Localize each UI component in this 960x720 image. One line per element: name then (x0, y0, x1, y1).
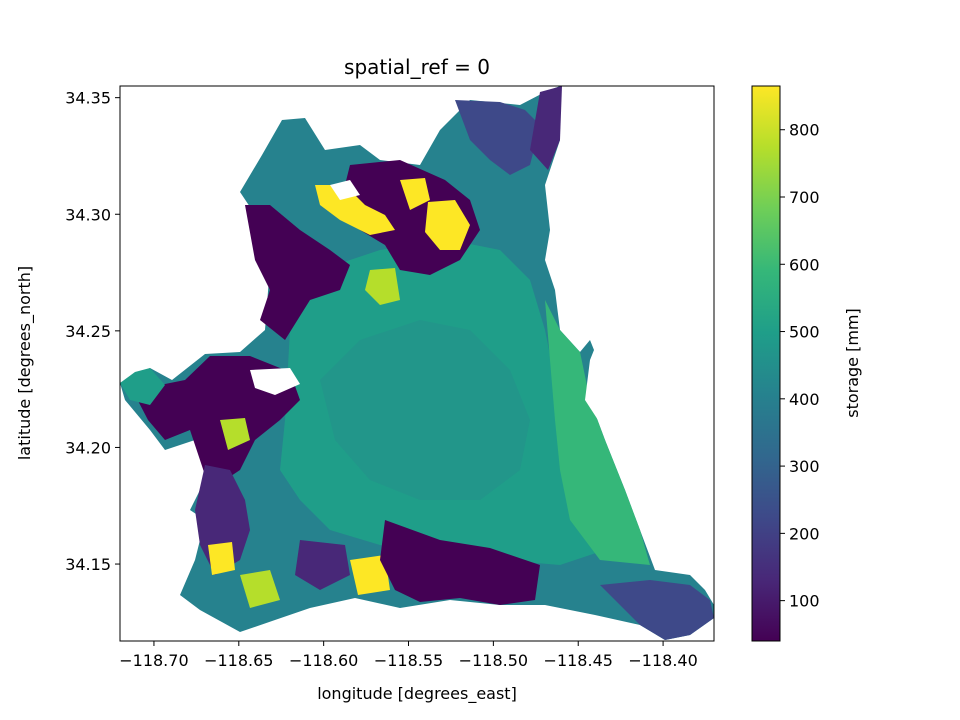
colorbar-tick-label: 200 (789, 524, 820, 543)
y-tick-label: 34.20 (65, 438, 111, 457)
colorbar-tick-label: 600 (789, 255, 820, 274)
raster-hole-3 (330, 180, 360, 200)
raster-hole-2 (585, 330, 605, 420)
raster-yellow-5 (220, 418, 250, 450)
y-tick-label: 34.25 (65, 322, 111, 341)
raster-dark-south (380, 520, 540, 605)
chart-title: spatial_ref = 0 (344, 55, 490, 79)
x-tick-label: −118.60 (289, 651, 358, 670)
x-tick-label: −118.40 (628, 651, 697, 670)
raster-yellow-4 (365, 268, 400, 305)
y-tick-label: 34.30 (65, 205, 111, 224)
raster-yellow-1 (315, 185, 395, 235)
colorbar-tick-label: 700 (789, 188, 820, 207)
raster-core-inner (320, 320, 530, 500)
colorbar-tick-label: 500 (789, 323, 820, 342)
raster-dark-southwest (135, 356, 300, 490)
y-axis-label: latitude [degrees_north] (15, 266, 35, 460)
raster-north-blue (455, 100, 540, 175)
y-tick-label: 34.35 (65, 89, 111, 108)
colorbar-tick-label: 300 (789, 457, 820, 476)
x-tick-label: −118.50 (459, 651, 528, 670)
colorbar-ticks: 100 200 300 400 500 600 700 800 (780, 121, 820, 611)
raster-hole-1 (250, 368, 300, 395)
raster-yellow-8 (240, 570, 280, 608)
colorbar-tick-label: 400 (789, 390, 820, 409)
axes-frame (119, 85, 715, 642)
raster-dark-south2 (295, 540, 350, 590)
x-axis-ticks: −118.70 −118.65 −118.60 −118.55 −118.50 −118.… (119, 641, 698, 670)
raster-se-tail (600, 580, 714, 640)
x-tick-label: −118.55 (374, 651, 443, 670)
x-tick-label: −118.70 (119, 651, 188, 670)
plot-area (120, 86, 714, 640)
x-axis-label: longitude [degrees_east] (317, 684, 517, 704)
raster-dark-west (245, 205, 350, 340)
raster-yellow-6 (208, 542, 235, 575)
x-tick-label: −118.65 (204, 651, 273, 670)
raster-north-tip (530, 86, 562, 170)
x-tick-label: −118.45 (544, 651, 613, 670)
raster-yellow-7 (350, 555, 390, 595)
raster-west-fringe (120, 368, 165, 405)
raster-yellow-2 (400, 178, 430, 210)
colorbar-tick-label: 100 (789, 592, 820, 611)
raster-east-green (545, 300, 650, 565)
raster-yellow-3 (425, 200, 470, 250)
colorbar (751, 85, 781, 642)
y-tick-label: 34.15 (65, 555, 111, 574)
y-axis-ticks: 34.15 34.20 34.25 34.30 34.35 (65, 89, 120, 574)
colorbar-tick-label: 800 (789, 121, 820, 140)
colorbar-label: storage [mm] (843, 308, 862, 418)
